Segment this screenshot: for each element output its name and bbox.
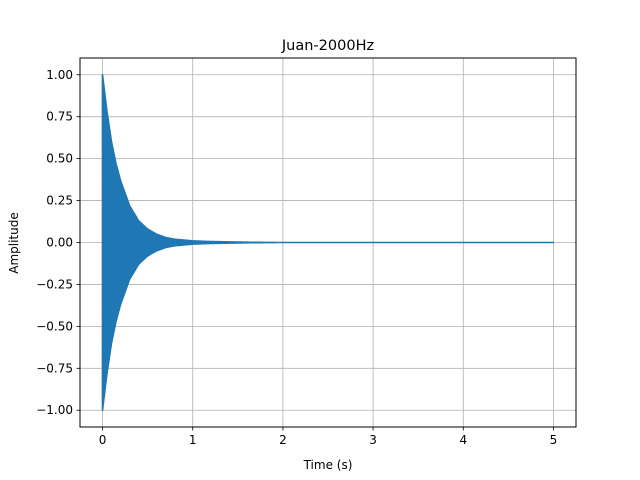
y-tick-label: 0.25: [46, 194, 73, 208]
x-tick-label: 5: [550, 433, 558, 447]
chart-title: Juan-2000Hz: [281, 38, 374, 54]
y-tick-label: 1.00: [46, 68, 73, 82]
signal-waveform-series-0: [101, 74, 555, 411]
y-tick-label: 0.50: [46, 152, 73, 166]
x-axis-title: Time (s): [303, 458, 353, 472]
y-axis-title: Amplitude: [7, 212, 21, 274]
y-tick-label: 0.75: [46, 110, 73, 124]
x-axis: 0 1 2 3 4 5: [99, 427, 558, 447]
x-tick-label: 3: [369, 433, 377, 447]
y-tick-label: −1.00: [36, 403, 73, 417]
x-tick-label: 1: [189, 433, 197, 447]
x-tick-label: 2: [279, 433, 287, 447]
x-tick-label: 0: [99, 433, 107, 447]
x-tick-label: 4: [459, 433, 467, 447]
y-tick-label: 0.00: [46, 236, 73, 250]
y-axis: −1.00 −0.75 −0.50 −0.25 0.00 0.25 0.50 0.75 1.00: [36, 68, 80, 417]
y-tick-label: −0.75: [36, 361, 73, 375]
plot-series-layer: [101, 74, 555, 411]
y-tick-label: −0.50: [36, 319, 73, 333]
y-tick-label: −0.25: [36, 277, 73, 291]
